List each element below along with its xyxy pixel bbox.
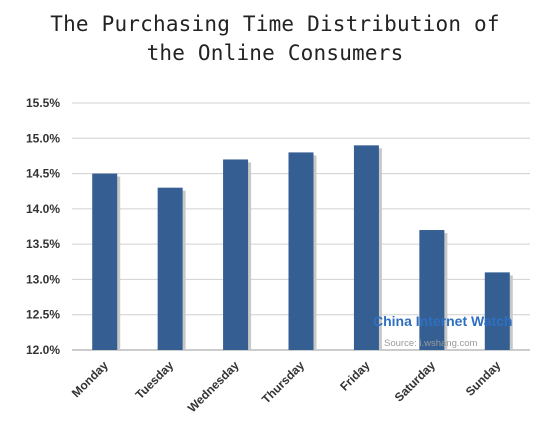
y-tick-label: 13.5% [26, 237, 60, 251]
y-tick-label: 15.0% [26, 131, 60, 145]
y-tick-label: 13.0% [26, 272, 60, 286]
watermark: China Internet Watch Source: i.wshang.co… [373, 313, 513, 349]
x-tick-label: Friday [337, 358, 373, 394]
x-tick-label: Thursday [259, 358, 307, 406]
y-tick-label: 14.5% [26, 167, 60, 181]
y-tick-label: 15.5% [26, 96, 60, 110]
x-tick-label: Tuesday [133, 358, 177, 402]
x-axis-labels: Monday Tuesday Wednesday Thursday Friday Satu… [69, 358, 504, 415]
bar-sunday [484, 272, 510, 350]
bar-tuesday [157, 187, 183, 350]
bar-wednesday [223, 159, 249, 350]
x-tick-label: Sunday [463, 358, 504, 399]
bar-saturday [419, 230, 445, 350]
y-axis-ticks: 12.0% 12.5% 13.0% 13.5% 14.0% 14.5% 15.0% 15.5% [26, 96, 60, 357]
x-tick-label: Monday [69, 358, 111, 400]
x-tick-label: Wednesday [185, 358, 242, 415]
y-tick-label: 12.5% [26, 308, 60, 322]
watermark-title: China Internet Watch [373, 313, 513, 329]
bars [92, 145, 513, 350]
bar-monday [92, 173, 118, 350]
chart-title-line-1: The Purchasing Time Distribution of [50, 12, 500, 36]
x-tick-label: Saturday [392, 358, 438, 404]
bar-friday [353, 145, 379, 350]
chart-title: The Purchasing Time Distribution of the … [0, 10, 550, 68]
y-tick-label: 12.0% [26, 343, 60, 357]
bar-thursday [288, 152, 314, 350]
watermark-source: Source: i.wshang.com [384, 338, 478, 349]
y-tick-label: 14.0% [26, 202, 60, 216]
chart-title-line-2: the Online Consumers [146, 41, 404, 65]
